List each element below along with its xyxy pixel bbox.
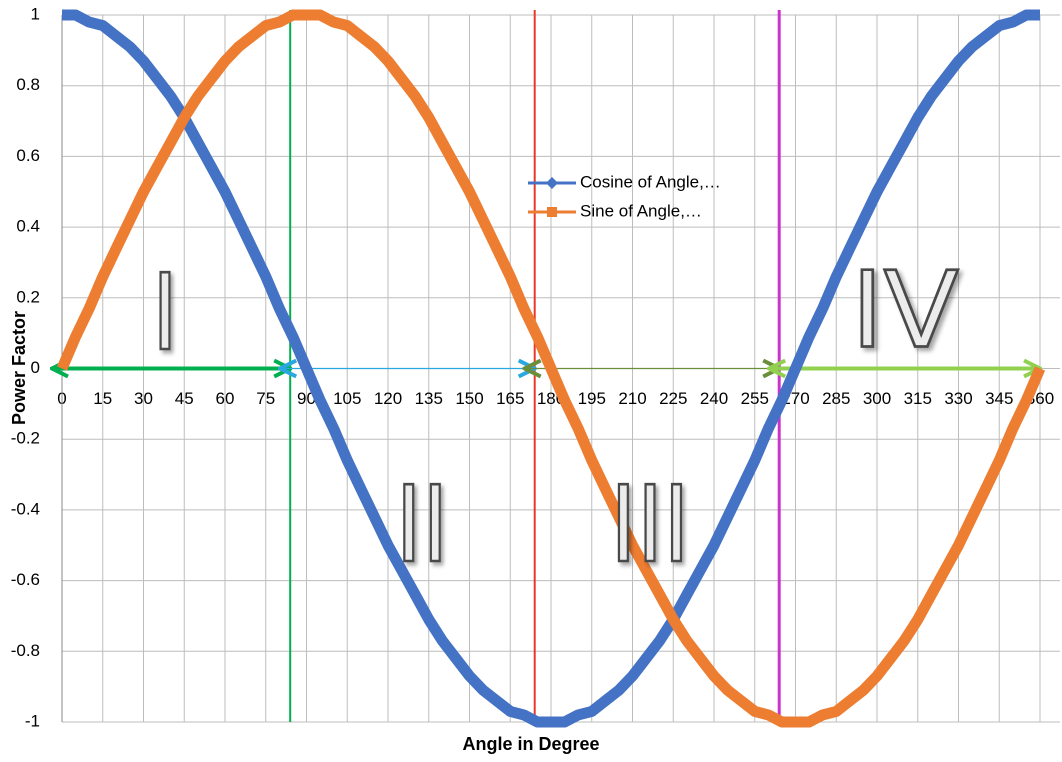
y-tick-label: -0.4 (11, 499, 40, 518)
series-line (62, 9, 1040, 728)
y-tick-label: 0 (31, 358, 40, 377)
x-tick-label: 30 (134, 389, 153, 408)
y-tick-label: -0.8 (11, 641, 40, 660)
x-tick-label: 345 (985, 389, 1013, 408)
y-tick-label: -0.2 (11, 429, 40, 448)
y-axis-title: Power Factor (9, 311, 29, 425)
x-tick-label: 135 (415, 389, 443, 408)
legend-item: Sine of Angle,… (528, 201, 702, 220)
x-tick-label: 285 (822, 389, 850, 408)
quadrant-label: II (395, 464, 448, 586)
quadrant-label: I (152, 252, 179, 374)
y-tick-label: 0.6 (16, 146, 40, 165)
x-tick-label: 150 (455, 389, 483, 408)
x-tick-label: 300 (863, 389, 891, 408)
legend-label: Cosine of Angle,… (580, 172, 721, 191)
quadrant-label: IV (851, 250, 959, 372)
marker (546, 177, 558, 189)
x-tick-label: 165 (496, 389, 524, 408)
x-tick-label: 255 (741, 389, 769, 408)
x-tick-label: 75 (256, 389, 275, 408)
x-tick-label: 45 (175, 389, 194, 408)
series-line (56, 9, 1046, 728)
quadrant-label: III (610, 464, 690, 586)
x-tick-label: 315 (904, 389, 932, 408)
y-tick-label: 0.8 (16, 75, 40, 94)
y-tick-label: 0.2 (16, 287, 40, 306)
x-tick-label: 15 (93, 389, 112, 408)
x-tick-label: 90 (297, 389, 316, 408)
legend-label: Sine of Angle,… (580, 201, 702, 220)
x-tick-label: 120 (374, 389, 402, 408)
x-tick-label: 210 (618, 389, 646, 408)
x-tick-label: 60 (216, 389, 235, 408)
y-tick-label: -1 (25, 711, 40, 730)
x-tick-label: 225 (659, 389, 687, 408)
y-tick-label: 0.4 (16, 217, 40, 236)
y-tick-label: -0.6 (11, 570, 40, 589)
x-tick-label: 240 (700, 389, 728, 408)
legend-item: Cosine of Angle,… (528, 172, 721, 191)
y-tick-label: 1 (31, 4, 40, 23)
x-tick-label: 330 (944, 389, 972, 408)
marker (547, 207, 557, 217)
x-tick-label: 105 (333, 389, 361, 408)
x-axis-title: Angle in Degree (462, 734, 599, 754)
x-tick-label: 195 (578, 389, 606, 408)
